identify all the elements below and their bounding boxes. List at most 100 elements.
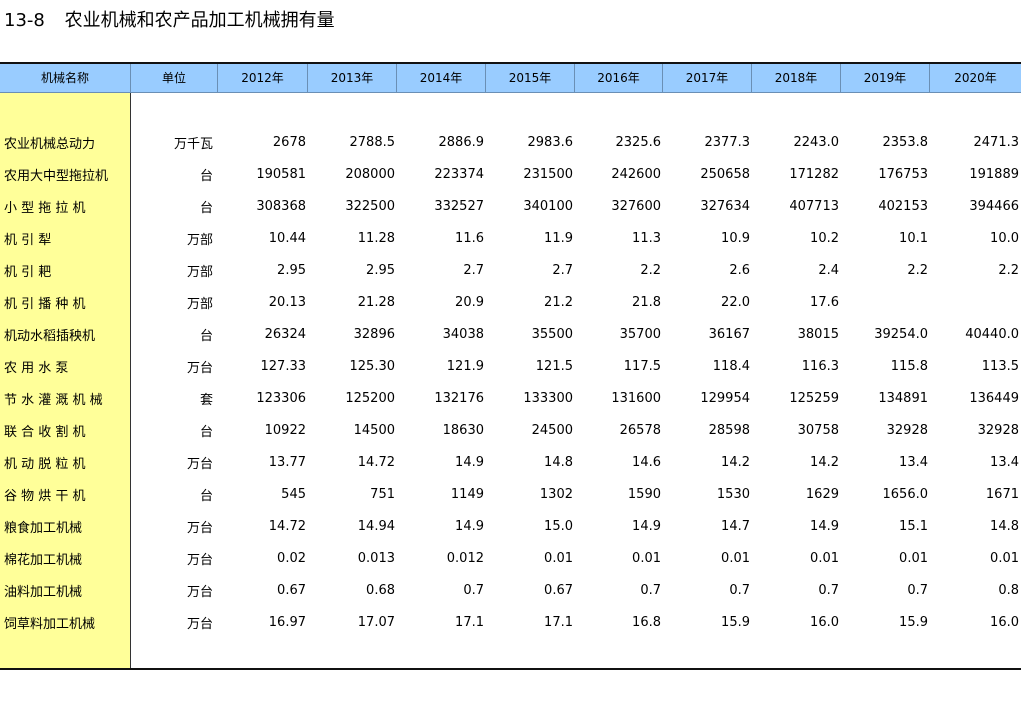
table-bottom-rule xyxy=(0,668,1021,670)
value-cell: 2.6 xyxy=(729,262,750,278)
value-cell: 14.6 xyxy=(632,454,661,470)
value-cell: 121.5 xyxy=(535,358,573,374)
value-cell: 32928 xyxy=(886,422,928,438)
column-header-year: 2016年 xyxy=(575,64,663,92)
value-cell: 28598 xyxy=(708,422,750,438)
value-cell: 2325.6 xyxy=(615,134,662,150)
value-cell: 10.1 xyxy=(899,230,928,246)
column-header-year: 2020年 xyxy=(954,71,997,85)
value-cell: 18630 xyxy=(442,422,484,438)
value-cell: 16.8 xyxy=(632,614,661,630)
value-cell: 35700 xyxy=(619,326,661,342)
value-cell: 16.97 xyxy=(268,614,306,630)
machine-name-cell: 机 动 脱 粒 机 xyxy=(4,456,86,472)
table-body: 农业机械总动力 万千瓦 2678 2788.5 2886.9 2983.6 2325.6 23… xyxy=(0,126,1021,638)
value-cell: 2788.5 xyxy=(349,134,396,150)
unit-cell: 台 xyxy=(199,424,213,440)
value-cell: 11.9 xyxy=(544,230,573,246)
value-cell: 308368 xyxy=(256,198,306,214)
value-cell: 35500 xyxy=(531,326,573,342)
value-cell: 129954 xyxy=(700,390,750,406)
value-cell: 0.7 xyxy=(463,582,484,598)
value-cell: 36167 xyxy=(708,326,750,342)
value-cell: 134891 xyxy=(878,390,928,406)
value-cell: 16.0 xyxy=(990,614,1019,630)
value-cell: 26324 xyxy=(264,326,306,342)
value-cell: 118.4 xyxy=(712,358,750,374)
column-header-name: 机械名称 xyxy=(0,64,131,92)
table-row: 联 合 收 割 机 台 10922 14500 18630 24500 26578 28598… xyxy=(0,414,1021,446)
value-cell: 17.07 xyxy=(357,614,395,630)
value-cell: 2353.8 xyxy=(882,134,929,150)
value-cell: 1671 xyxy=(985,486,1019,502)
table-row: 油料加工机械 万台 0.67 0.68 0.7 0.67 0.7 0.7 0.7 0.7 0.8 xyxy=(0,574,1021,606)
value-cell: 32928 xyxy=(977,422,1019,438)
value-cell: 2.7 xyxy=(552,262,573,278)
value-cell: 24500 xyxy=(531,422,573,438)
column-header-year: 2012年 xyxy=(218,64,308,92)
value-cell: 14.7 xyxy=(721,518,750,534)
page-title: 13-8 农业机械和农产品加工机械拥有量 xyxy=(4,6,335,32)
column-header-year: 2013年 xyxy=(308,64,397,92)
value-cell: 171282 xyxy=(789,166,839,182)
table-row: 机 引 播 种 机 万部 20.13 21.28 20.9 21.2 21.8 22.0 17.… xyxy=(0,286,1021,318)
value-cell: 10.0 xyxy=(990,230,1019,246)
value-cell: 332527 xyxy=(434,198,484,214)
value-cell: 2.7 xyxy=(463,262,484,278)
value-cell: 11.3 xyxy=(632,230,661,246)
value-cell: 14.72 xyxy=(357,454,395,470)
table-header: 机械名称 单位 2012年 2013年 2014年 2015年 2016年 20… xyxy=(0,64,1021,93)
table-row: 饲草料加工机械 万台 16.97 17.07 17.1 17.1 16.8 15.9 16.0 1… xyxy=(0,606,1021,638)
value-cell: 0.01 xyxy=(899,550,928,566)
value-cell: 327600 xyxy=(611,198,661,214)
unit-cell: 万部 xyxy=(186,296,213,312)
machine-name-cell: 饲草料加工机械 xyxy=(4,616,96,632)
value-cell: 20.9 xyxy=(455,294,484,310)
value-cell: 14.9 xyxy=(455,518,484,534)
table-title: 农业机械和农产品加工机械拥有量 xyxy=(64,10,335,31)
machine-name-cell: 油料加工机械 xyxy=(4,584,83,600)
table-row: 农用大中型拖拉机 台 190581 208000 223374 231500 242600 2… xyxy=(0,158,1021,190)
value-cell: 2471.3 xyxy=(973,134,1020,150)
value-cell: 0.01 xyxy=(990,550,1019,566)
value-cell: 15.9 xyxy=(721,614,750,630)
machine-name-cell: 农 用 水 泵 xyxy=(4,360,69,376)
value-cell: 327634 xyxy=(700,198,750,214)
value-cell: 0.67 xyxy=(277,582,306,598)
machine-name-cell: 农业机械总动力 xyxy=(4,136,96,152)
value-cell: 117.5 xyxy=(623,358,661,374)
value-cell: 1149 xyxy=(450,486,484,502)
value-cell: 10.9 xyxy=(721,230,750,246)
machine-name-cell: 机 引 播 种 机 xyxy=(4,296,86,312)
machine-name-cell: 机动水稻插秧机 xyxy=(4,328,96,344)
value-cell: 14.72 xyxy=(268,518,306,534)
table-row: 谷 物 烘 干 机 台 545 751 1149 1302 1590 1530 1629 1656… xyxy=(0,478,1021,510)
value-cell: 394466 xyxy=(969,198,1019,214)
value-cell: 0.7 xyxy=(729,582,750,598)
value-cell: 13.4 xyxy=(990,454,1019,470)
value-cell: 191889 xyxy=(969,166,1019,182)
value-cell: 30758 xyxy=(797,422,839,438)
value-cell: 14.9 xyxy=(455,454,484,470)
unit-cell: 万部 xyxy=(186,232,213,248)
table-row: 农 用 水 泵 万台 127.33 125.30 121.9 121.5 117.5 118.… xyxy=(0,350,1021,382)
value-cell: 0.8 xyxy=(998,582,1019,598)
value-cell: 208000 xyxy=(345,166,395,182)
value-cell: 17.1 xyxy=(455,614,484,630)
name-column-background xyxy=(0,93,131,668)
value-cell: 125259 xyxy=(789,390,839,406)
value-cell: 2886.9 xyxy=(438,134,485,150)
value-cell: 11.6 xyxy=(455,230,484,246)
value-cell: 121.9 xyxy=(446,358,484,374)
value-cell: 40440.0 xyxy=(965,326,1019,342)
value-cell: 132176 xyxy=(434,390,484,406)
machine-name-cell: 机 引 犁 xyxy=(4,232,52,248)
value-cell: 116.3 xyxy=(801,358,839,374)
header-top-rule xyxy=(0,62,1021,64)
value-cell: 125200 xyxy=(345,390,395,406)
value-cell: 250658 xyxy=(700,166,750,182)
value-cell: 2.95 xyxy=(366,262,395,278)
value-cell: 14.9 xyxy=(810,518,839,534)
machine-name-cell: 谷 物 烘 干 机 xyxy=(4,488,86,504)
value-cell: 14500 xyxy=(353,422,395,438)
